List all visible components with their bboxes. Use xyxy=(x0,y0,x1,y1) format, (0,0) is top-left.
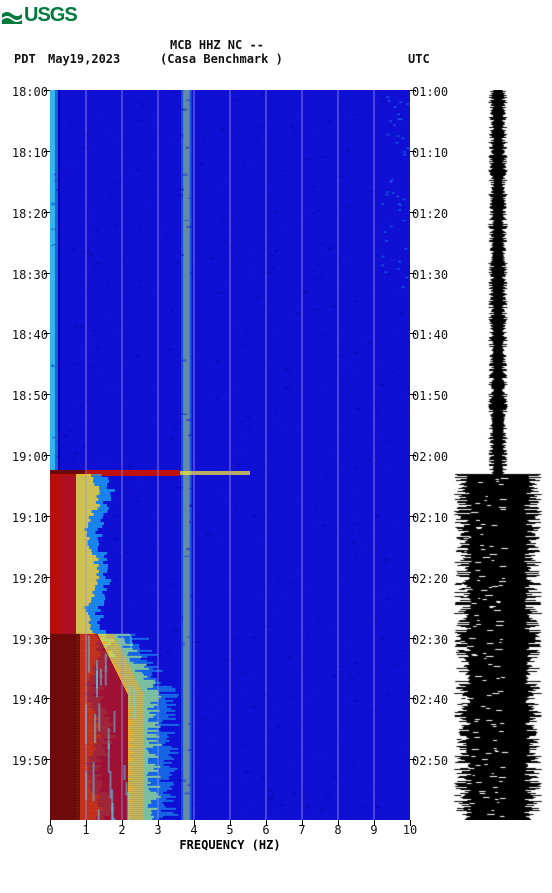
y-left-tick: 19:50 xyxy=(6,754,48,768)
y-right-tick: 02:40 xyxy=(412,693,454,707)
y-left-tick: 18:40 xyxy=(6,328,48,342)
y-right-tick: 01:10 xyxy=(412,146,454,160)
seismogram-plot xyxy=(452,90,544,820)
y-left-tick: 18:30 xyxy=(6,268,48,282)
y-left-tick: 18:00 xyxy=(6,85,48,99)
y-right-tick: 02:00 xyxy=(412,450,454,464)
title-line-1: MCB HHZ NC -- xyxy=(170,38,264,52)
y-left-tick: 19:20 xyxy=(6,572,48,586)
y-left-tick: 18:50 xyxy=(6,389,48,403)
usgs-logo: USGS xyxy=(2,4,77,27)
y-right-tick: 01:00 xyxy=(412,85,454,99)
y-left-tick: 18:20 xyxy=(6,207,48,221)
y-right-tick: 02:10 xyxy=(412,511,454,525)
timezone-right: UTC xyxy=(408,52,430,66)
timezone-left: PDT xyxy=(14,52,36,66)
y-right-tick: 01:50 xyxy=(412,389,454,403)
logo-text: USGS xyxy=(24,4,77,27)
y-left-tick: 19:10 xyxy=(6,511,48,525)
spectrogram-plot xyxy=(50,90,410,820)
y-right-tick: 01:40 xyxy=(412,328,454,342)
y-left-tick: 19:40 xyxy=(6,693,48,707)
y-left-tick: 19:30 xyxy=(6,633,48,647)
wave-icon xyxy=(2,8,22,24)
date-label: May19,2023 xyxy=(48,52,120,66)
x-axis-label: FREQUENCY (HZ) xyxy=(50,838,410,852)
y-left-tick: 19:00 xyxy=(6,450,48,464)
spectrogram-svg xyxy=(50,90,410,820)
y-right-tick: 02:50 xyxy=(412,754,454,768)
y-left-tick: 18:10 xyxy=(6,146,48,160)
y-right-tick: 02:20 xyxy=(412,572,454,586)
y-right-tick: 01:20 xyxy=(412,207,454,221)
y-right-tick: 02:30 xyxy=(412,633,454,647)
seismogram-canvas xyxy=(452,90,544,820)
title-line-2: (Casa Benchmark ) xyxy=(160,52,283,66)
y-right-tick: 01:30 xyxy=(412,268,454,282)
